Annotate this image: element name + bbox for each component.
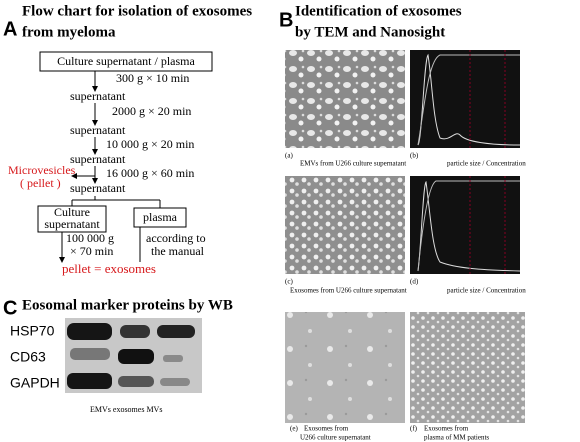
- panel-title: Identification of exosomes: [295, 3, 462, 19]
- flow-step: × 70 min: [70, 244, 113, 258]
- image-caption: particle size / Concentration: [447, 160, 526, 168]
- row-label: CD63: [10, 349, 46, 365]
- flow-box-text: Culture supernatant / plasma: [57, 54, 195, 68]
- curve: [417, 54, 520, 146]
- flow-box: [37, 205, 107, 233]
- row-label: GAPDH: [10, 375, 60, 391]
- flow-box-text: Culture: [54, 205, 90, 219]
- flow-text: supernatant: [70, 181, 126, 195]
- tem-image: [410, 312, 525, 423]
- flow-box-text: plasma: [143, 210, 178, 224]
- tem-image: [285, 50, 405, 148]
- side-product: Microvesicles: [8, 163, 76, 177]
- flow-text: supernatant: [70, 152, 126, 166]
- curve: [417, 180, 520, 272]
- tem-image: [285, 176, 405, 274]
- plot-bg: [410, 50, 520, 148]
- flow-step: 100 000 g: [66, 231, 114, 245]
- row-label: HSP70: [10, 323, 55, 339]
- band: [118, 349, 154, 364]
- image-caption: EMVs from U266 culture supernatant: [300, 160, 406, 168]
- image-tag: (b): [410, 152, 419, 160]
- panel-label: C: [3, 297, 17, 319]
- image-tag: (e): [290, 425, 298, 433]
- panel-c: C Eosomal marker proteins by WB HSP70 CD…: [3, 297, 233, 414]
- image-caption: Exosomes from: [424, 425, 469, 433]
- panel-label: A: [3, 18, 17, 40]
- flow-box: [133, 207, 187, 228]
- image-caption: Exosomes from U266 culture supernatant: [290, 287, 407, 295]
- image-caption: plasma of MM patients: [424, 434, 489, 442]
- lane-labels: EMVs exosomes MVs: [90, 405, 162, 414]
- band: [118, 376, 154, 387]
- flow-text: the manual: [151, 244, 205, 258]
- flow-step: 300 g × 10 min: [116, 71, 189, 85]
- flow-text: supernatant: [70, 89, 126, 103]
- band: [160, 378, 190, 386]
- image-tag: (f): [410, 425, 418, 433]
- panel-label: B: [279, 9, 293, 31]
- flow-text: according to: [146, 231, 206, 245]
- flow-box: [39, 51, 213, 72]
- panel-title: by TEM and Nanosight: [295, 24, 445, 40]
- flow-step: 16 000 g × 60 min: [106, 166, 194, 180]
- result: pellet = exosomes: [62, 261, 156, 276]
- flow-step: 2000 g × 20 min: [112, 104, 191, 118]
- band: [157, 325, 195, 338]
- image-tag: (c): [285, 278, 293, 286]
- curve: [417, 180, 521, 272]
- panel-b: B Identification of exosomes by TEM and …: [279, 3, 526, 441]
- curve: [417, 53, 521, 146]
- flow-step: 10 000 g × 20 min: [106, 137, 194, 151]
- flow-box-text: supernatant: [44, 217, 100, 231]
- band: [67, 373, 112, 389]
- nanosight-plot: [410, 176, 521, 274]
- band: [70, 348, 110, 360]
- image-tag: (d): [410, 278, 419, 286]
- panel-title: Flow chart for isolation of exosomes: [22, 3, 252, 19]
- branch: [71, 196, 161, 208]
- flow-text: supernatant: [70, 123, 126, 137]
- nanosight-plot: [410, 50, 521, 148]
- panel-title: from myeloma: [22, 24, 116, 40]
- image-tag: (a): [285, 152, 293, 160]
- panel-title: Eosomal marker proteins by WB: [22, 297, 233, 313]
- image-caption: particle size / Concentration: [447, 287, 526, 295]
- plot-bg: [410, 176, 520, 274]
- image-caption: U266 culture supernatant: [300, 434, 371, 442]
- panel-a: A Flow chart for isolation of exosomes f…: [3, 3, 252, 276]
- band: [67, 323, 112, 340]
- side-product: ( pellet ): [20, 176, 61, 190]
- band: [163, 355, 183, 362]
- band: [120, 325, 150, 338]
- image-caption: Exosomes from: [304, 425, 349, 433]
- tem-image: [285, 312, 405, 423]
